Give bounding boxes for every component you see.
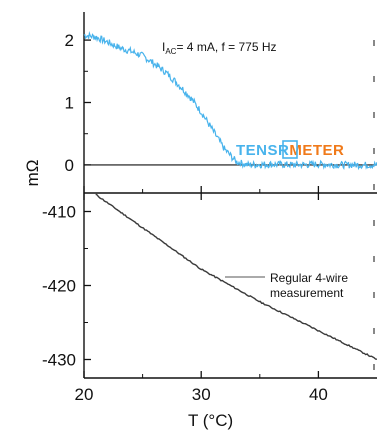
series-layer	[83, 31, 377, 360]
bottom-annotation-line: Regular 4-wire	[270, 271, 348, 285]
axes-frame	[83, 12, 377, 379]
brand-text: TENSRMETER	[236, 142, 344, 159]
tensormeter-logo: TENSRMETER	[236, 140, 344, 159]
xtick-label: 30	[192, 385, 211, 404]
y-axis-label: mΩ	[23, 159, 42, 186]
top-series-line	[83, 31, 377, 171]
x-axis-label: T (°C)	[188, 411, 233, 430]
bottom-series-line	[95, 193, 377, 360]
top-ytick-label: 1	[65, 94, 74, 113]
top-ytick-label: 2	[65, 31, 74, 50]
brand-part: TENS	[236, 142, 278, 159]
brand-part: METER	[289, 142, 344, 159]
annotation-text: = 4 mA, f = 775 Hz	[176, 40, 276, 54]
bottom-ytick-label: -420	[42, 277, 76, 296]
bottom-ytick-label: -410	[42, 203, 76, 222]
bottom-ytick-label: -430	[42, 351, 76, 370]
top-ytick-label: 0	[65, 156, 74, 175]
top-annotation: IAC= 4 mA, f = 775 Hz	[162, 40, 277, 56]
brand-bracket-icon	[282, 140, 298, 159]
xtick-label: 40	[309, 385, 328, 404]
xtick-label: 20	[75, 385, 94, 404]
axis-ticks	[83, 39, 320, 378]
annotation-symbol: I	[162, 40, 165, 54]
annotation-subscript: AC	[165, 47, 176, 56]
bottom-annotation-line: measurement	[270, 286, 344, 300]
